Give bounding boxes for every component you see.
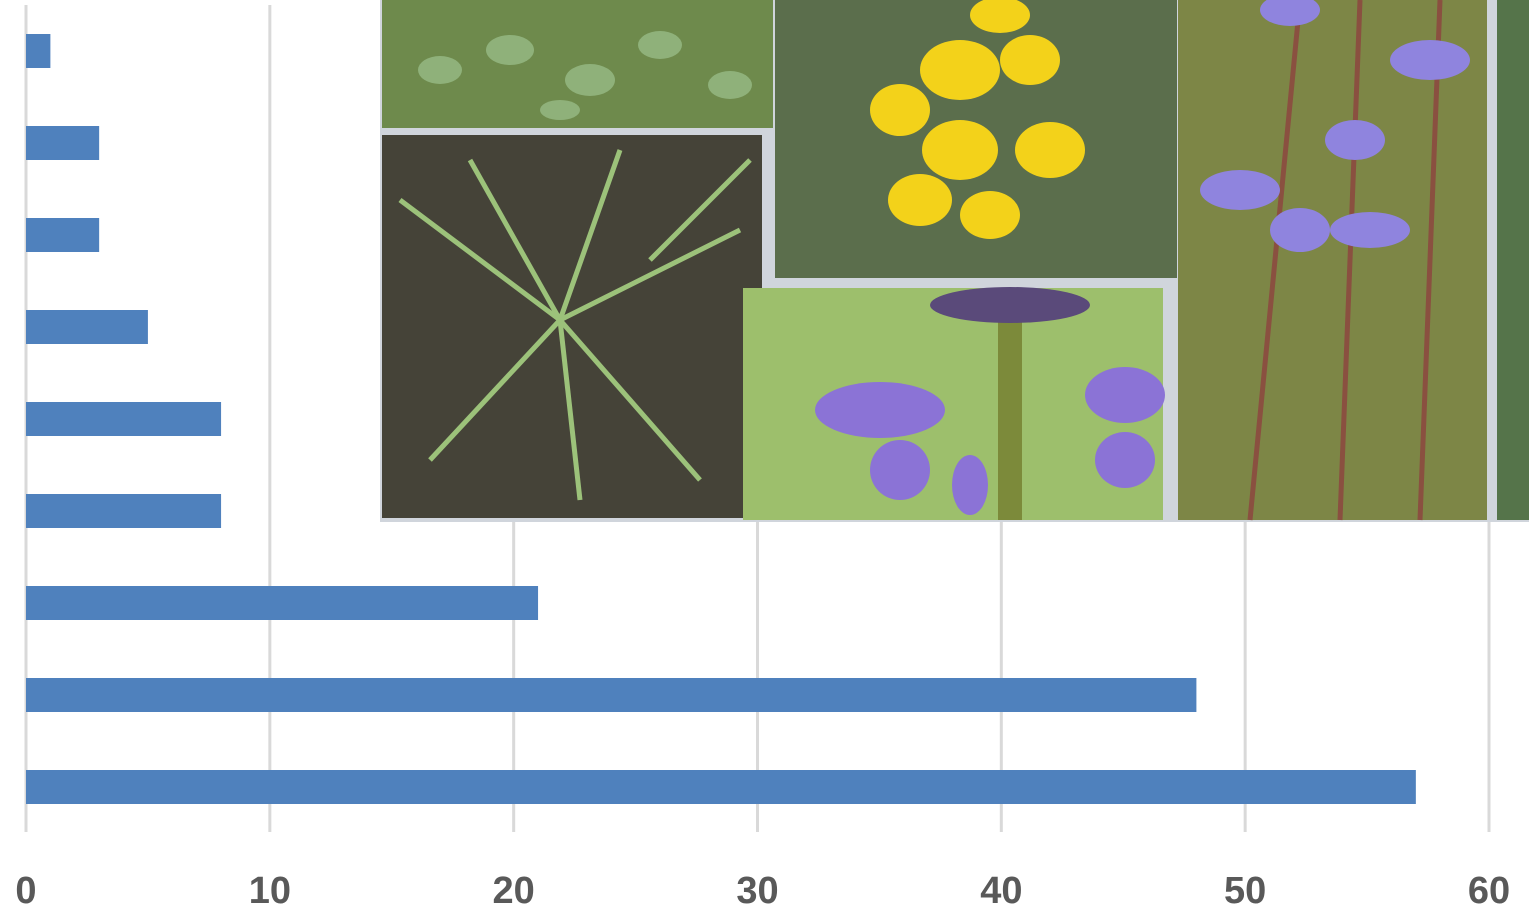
bellflowers: [1200, 0, 1470, 252]
bar: [26, 586, 539, 620]
x-tick-label: 10: [249, 870, 291, 912]
bar: [26, 494, 222, 528]
x-tick-label: 20: [493, 870, 535, 912]
bar: [26, 34, 51, 68]
bar: [26, 402, 222, 436]
yellow-petals: [870, 0, 1085, 239]
succulent-shapes: [418, 31, 752, 120]
x-tick-label: 50: [1224, 870, 1266, 912]
bar: [26, 310, 148, 344]
bellflower-stems: [1247, 0, 1443, 521]
x-tick-label: 30: [736, 870, 778, 912]
bar: [26, 218, 100, 252]
bar: [26, 770, 1416, 804]
photo-collage: [380, 0, 1529, 522]
photo-grass: [382, 135, 762, 518]
x-tick-label: 0: [15, 870, 36, 912]
bar-layer: [26, 34, 1416, 804]
sage-flowers: [815, 287, 1165, 515]
bar: [26, 126, 100, 160]
grass-blades: [398, 149, 752, 501]
sage-stem: [998, 300, 1022, 520]
photo-edge: [1497, 0, 1529, 520]
x-tick-label: 60: [1468, 870, 1510, 912]
bar: [26, 678, 1197, 712]
x-tick-label: 40: [980, 870, 1022, 912]
